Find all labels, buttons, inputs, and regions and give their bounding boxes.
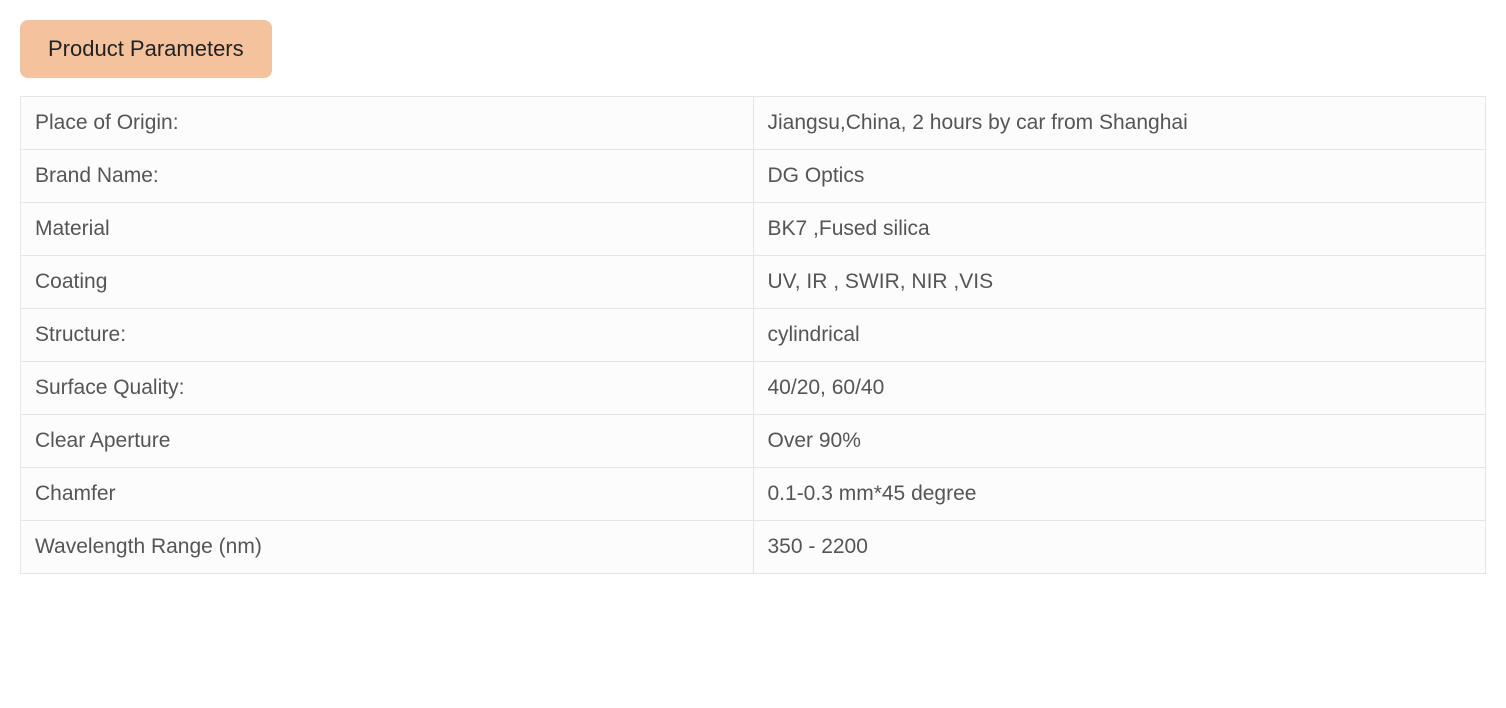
table-row: Surface Quality: 40/20, 60/40 xyxy=(21,362,1486,415)
table-row: Place of Origin: Jiangsu,China, 2 hours … xyxy=(21,97,1486,150)
table-row: Chamfer 0.1-0.3 mm*45 degree xyxy=(21,468,1486,521)
param-value: Over 90% xyxy=(753,415,1486,468)
table-row: Brand Name: DG Optics xyxy=(21,150,1486,203)
param-value: 350 - 2200 xyxy=(753,521,1486,574)
table-row: Material BK7 ,Fused silica xyxy=(21,203,1486,256)
param-label: Chamfer xyxy=(21,468,754,521)
table-row: Coating UV, IR , SWIR, NIR ,VIS xyxy=(21,256,1486,309)
param-label: Brand Name: xyxy=(21,150,754,203)
param-value: BK7 ,Fused silica xyxy=(753,203,1486,256)
param-label: Wavelength Range (nm) xyxy=(21,521,754,574)
param-value: UV, IR , SWIR, NIR ,VIS xyxy=(753,256,1486,309)
param-value: 40/20, 60/40 xyxy=(753,362,1486,415)
table-row: Clear Aperture Over 90% xyxy=(21,415,1486,468)
product-parameters-tab[interactable]: Product Parameters xyxy=(20,20,272,78)
param-label: Coating xyxy=(21,256,754,309)
param-value: DG Optics xyxy=(753,150,1486,203)
param-label: Place of Origin: xyxy=(21,97,754,150)
param-label: Clear Aperture xyxy=(21,415,754,468)
param-value: 0.1-0.3 mm*45 degree xyxy=(753,468,1486,521)
table-body: Place of Origin: Jiangsu,China, 2 hours … xyxy=(21,97,1486,574)
table-row: Wavelength Range (nm) 350 - 2200 xyxy=(21,521,1486,574)
param-value: cylindrical xyxy=(753,309,1486,362)
tab-label: Product Parameters xyxy=(48,36,244,61)
param-value: Jiangsu,China, 2 hours by car from Shang… xyxy=(753,97,1486,150)
param-label: Material xyxy=(21,203,754,256)
table-row: Structure: cylindrical xyxy=(21,309,1486,362)
param-label: Surface Quality: xyxy=(21,362,754,415)
param-label: Structure: xyxy=(21,309,754,362)
product-parameters-table: Place of Origin: Jiangsu,China, 2 hours … xyxy=(20,96,1486,574)
